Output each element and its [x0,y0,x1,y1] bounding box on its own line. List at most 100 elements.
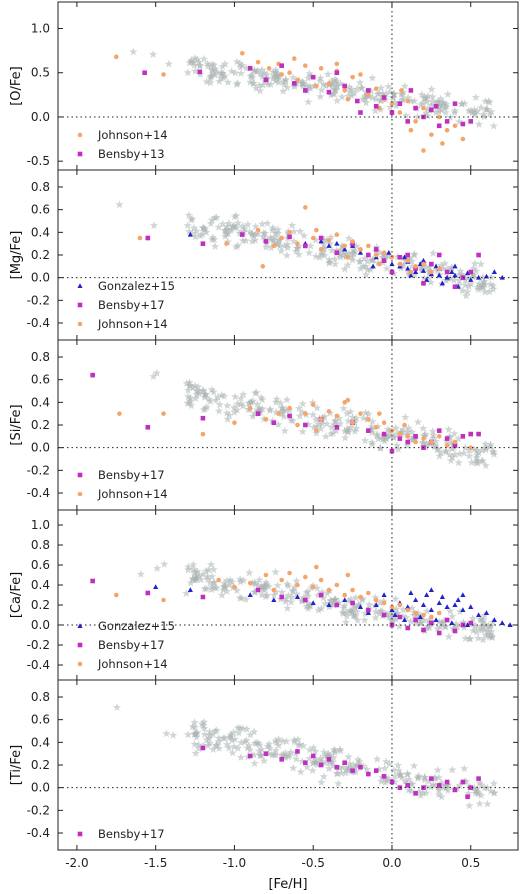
data-point [326,587,332,593]
data-point [408,269,414,275]
data-point [429,269,434,275]
data-point [113,592,119,598]
field-star [237,593,246,602]
field-star [367,428,376,437]
field-star [484,627,493,636]
field-star [264,582,273,590]
field-star [320,251,329,259]
field-star [160,560,169,568]
y-tick-label: 0.0 [31,618,50,632]
field-star [331,85,340,94]
field-star [428,427,437,435]
field-star [455,117,464,126]
field-star [471,108,480,117]
field-star [450,450,459,459]
field-star [275,241,284,250]
field-star [399,88,408,96]
field-star [472,456,481,465]
field-star [225,580,234,589]
field-star [324,764,333,773]
data-point [255,227,261,233]
field-star [305,754,314,762]
data-point [429,620,434,626]
data-point [287,230,292,235]
field-star [479,622,488,631]
field-star [236,577,245,586]
field-star [292,589,302,598]
data-point [452,101,458,106]
field-star [448,765,457,774]
data-point [303,422,308,428]
legend-entry: Johnson+14 [77,657,168,671]
data-point [444,443,450,448]
field-star [490,450,499,458]
field-star [295,411,304,420]
field-star [421,429,430,438]
field-star [251,222,260,231]
legend-entry: Johnson+14 [77,317,168,331]
field-star [196,231,205,240]
data-point [397,110,403,115]
data-point [373,597,379,603]
field-star [206,578,215,587]
legend-label: Johnson+14 [97,317,168,331]
data-point [271,420,277,426]
data-point [366,417,371,422]
data-point [444,617,450,623]
field-star [305,69,314,78]
field-star [290,583,299,591]
field-star [231,392,240,401]
field-star [305,248,314,257]
field-star [196,575,206,584]
field-star [397,773,406,781]
field-star [298,399,307,408]
field-star [468,614,477,622]
data-point [345,397,351,403]
field-star [340,264,349,273]
field-star [136,570,145,578]
field-star [432,266,441,274]
field-star [309,423,318,431]
field-star [429,433,438,442]
data-point [436,252,442,258]
field-star [377,96,386,105]
field-star [194,382,203,391]
data-point [444,274,450,280]
field-star [280,80,289,88]
y-tick-label: -0.4 [27,658,50,672]
data-point [449,269,455,274]
field-star [418,265,427,274]
field-star [475,623,484,632]
field-star [432,98,441,107]
field-star [184,392,193,401]
field-star [323,70,333,78]
field-star [186,578,195,587]
field-star [477,780,486,789]
field-star [375,609,384,617]
y-axis-title: [Mg/Fe] [9,231,24,280]
field-star [248,412,257,420]
data-point [295,77,300,83]
field-star [399,605,408,614]
field-star [454,458,463,467]
data-point [342,246,348,252]
field-star [410,251,419,259]
field-star [479,110,488,119]
field-star [481,97,490,105]
data-point [381,258,387,263]
field-star [346,407,355,416]
data-point [421,627,426,633]
legend-marker [77,623,83,628]
data-point [460,434,466,439]
field-star [235,59,244,67]
field-star [217,74,226,82]
field-star [182,379,191,387]
y-tick-label: -0.4 [27,826,50,840]
field-star [437,448,446,457]
field-star [434,97,443,105]
data-point [326,89,332,95]
data-point [345,96,351,102]
field-star [346,595,355,603]
field-star [487,627,496,636]
field-star [356,257,365,266]
